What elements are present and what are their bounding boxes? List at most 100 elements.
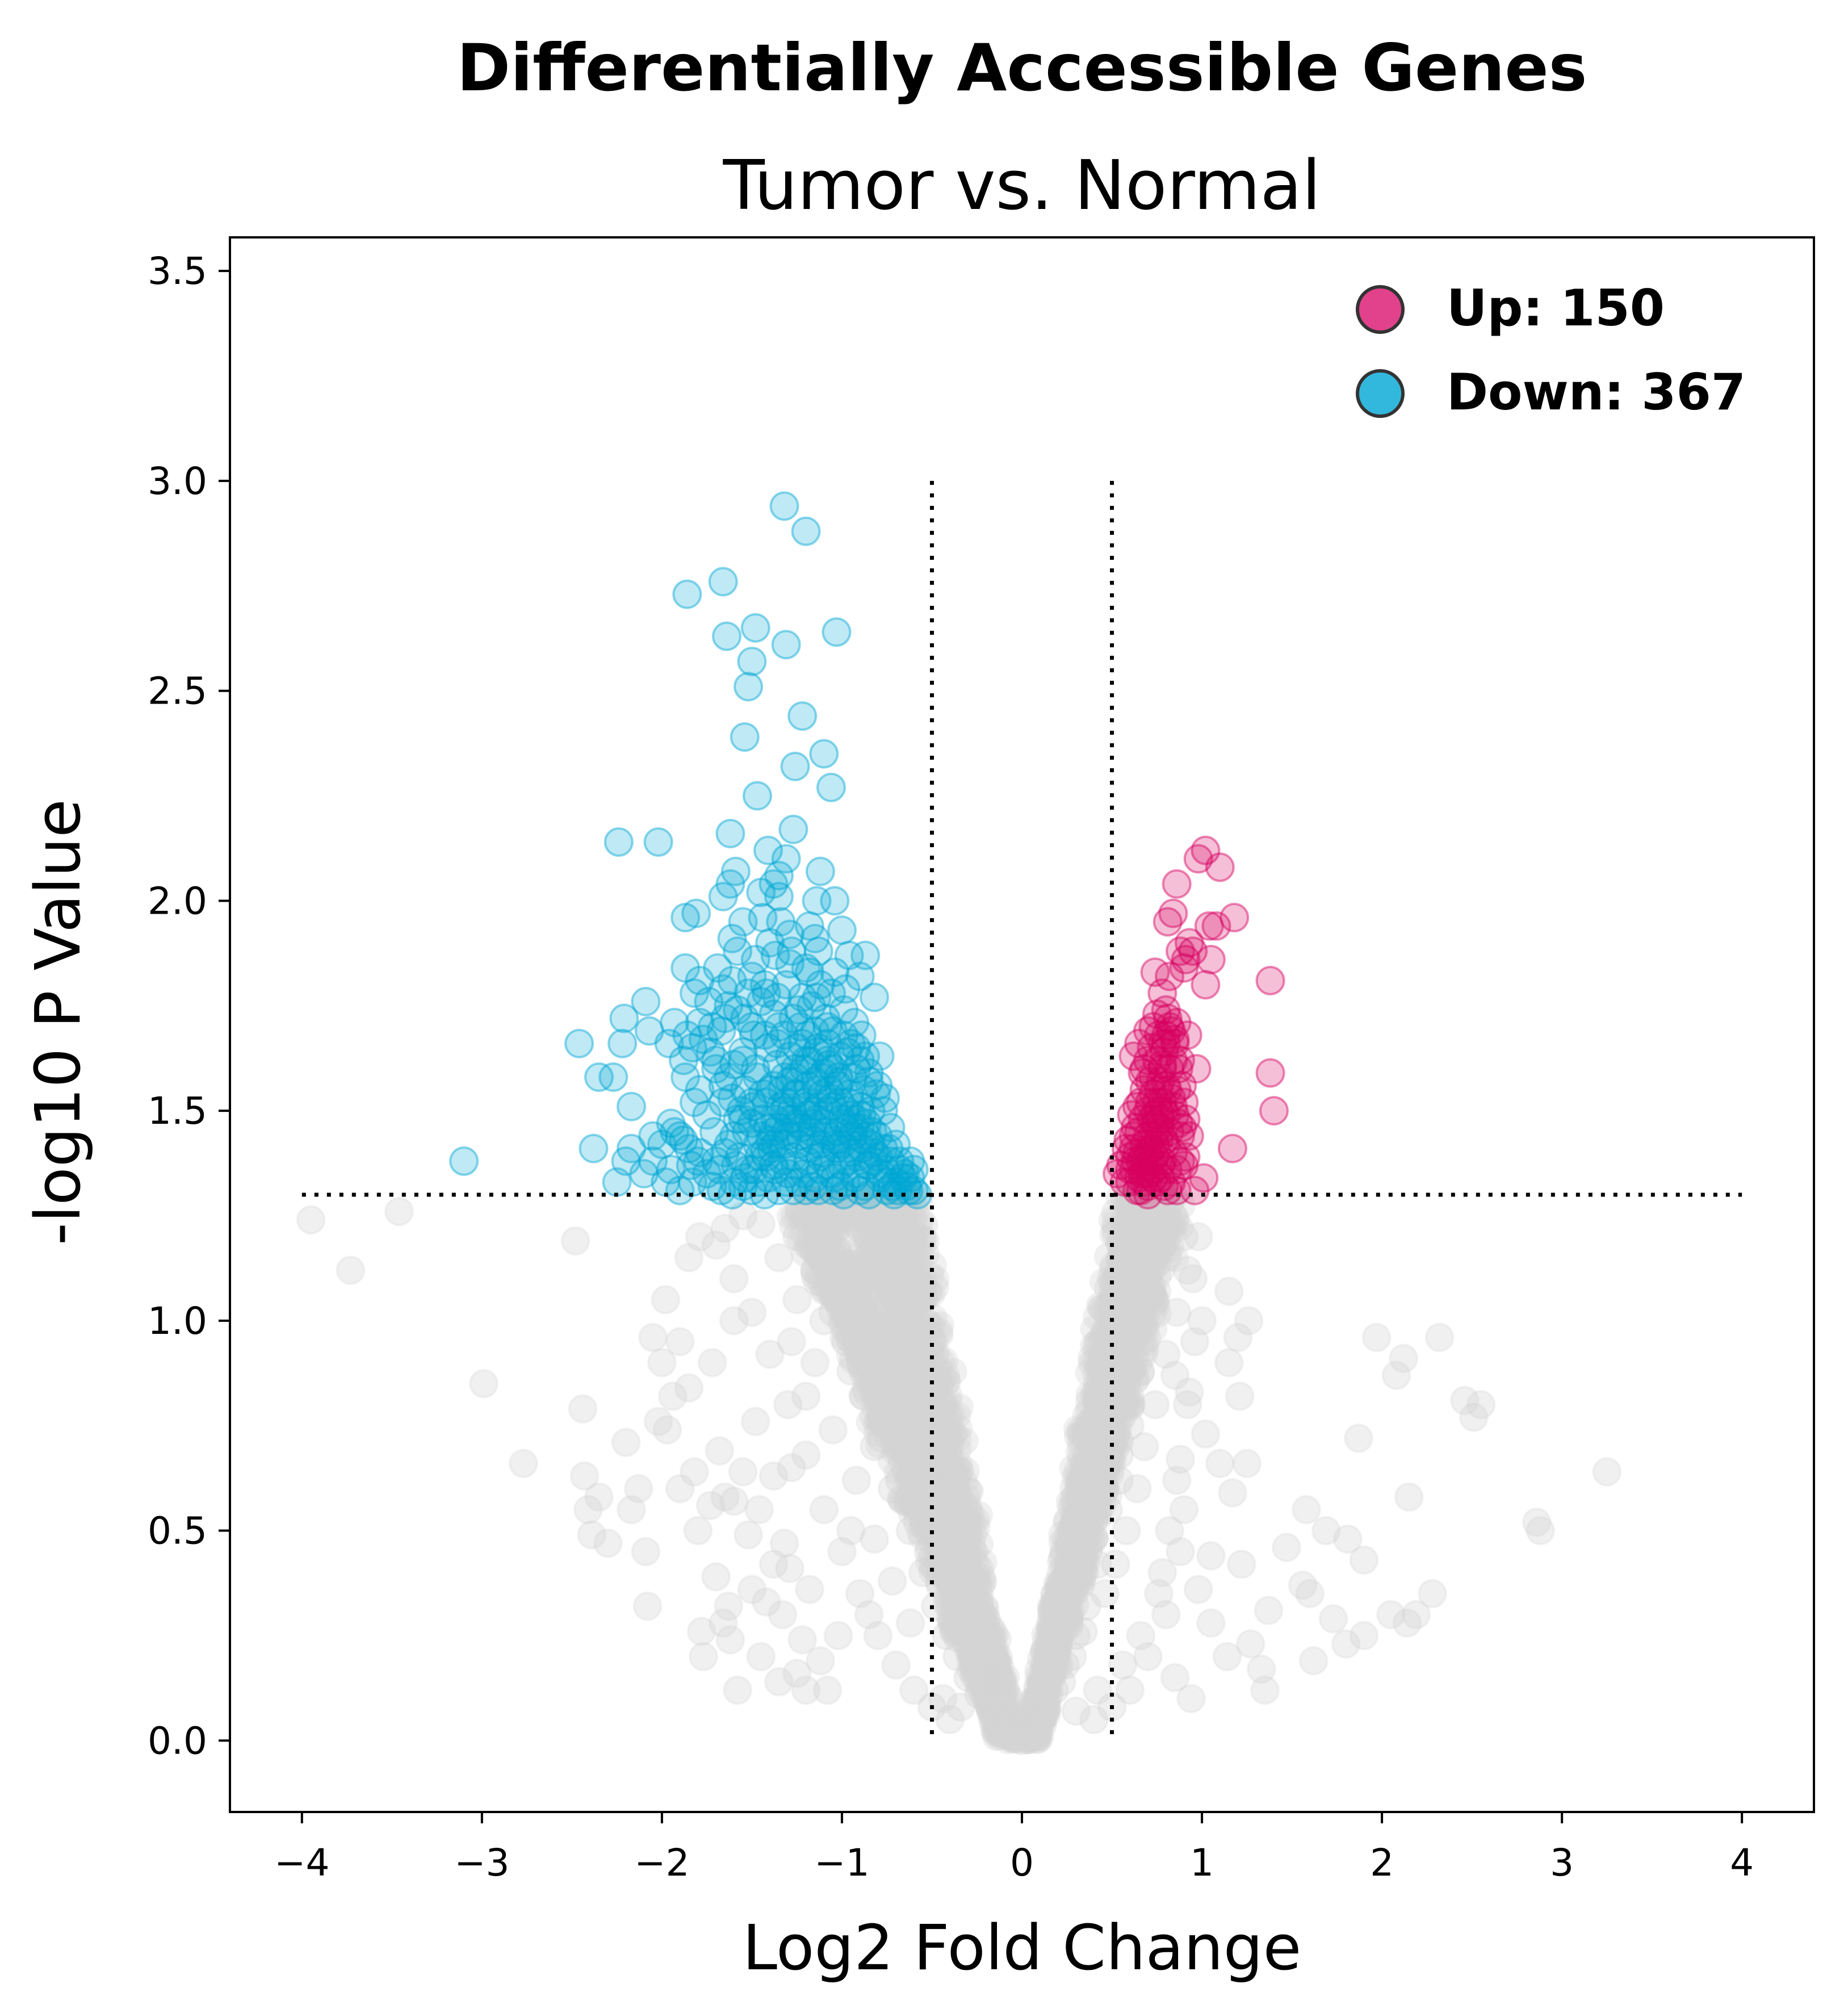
ns-point-cloud	[1083, 1329, 1111, 1357]
ns-point-cloud	[989, 1690, 1017, 1718]
ns-point-cloud	[868, 1346, 895, 1374]
ns-point-cloud	[936, 1531, 964, 1559]
up-point	[1196, 944, 1226, 974]
ns-point-cloud	[915, 1368, 942, 1396]
ns-point-cloud	[1058, 1546, 1086, 1574]
x-axis-label: Log2 Fold Change	[743, 1911, 1302, 1984]
ns-point	[623, 1474, 653, 1504]
ns-point-cloud	[968, 1658, 996, 1686]
ns-point-cloud	[872, 1327, 900, 1355]
ns-point-cloud	[1037, 1593, 1065, 1621]
ns-point-cloud	[1101, 1210, 1129, 1237]
ns-point	[1349, 1545, 1379, 1575]
ns-point-cloud	[1130, 1340, 1158, 1368]
ns-point-cloud	[918, 1312, 946, 1340]
ns-point-cloud	[926, 1321, 954, 1349]
ns-point-cloud	[947, 1505, 975, 1533]
ns-point-cloud	[1101, 1394, 1129, 1422]
ns-point-cloud	[879, 1404, 907, 1432]
ns-point-cloud	[904, 1266, 932, 1294]
ns-point-cloud	[1162, 1205, 1190, 1233]
ns-point-cloud	[946, 1457, 974, 1485]
ns-point-cloud	[932, 1564, 960, 1592]
ns-point-cloud	[1027, 1710, 1055, 1738]
ns-point-cloud	[945, 1514, 973, 1542]
ns-point-cloud	[919, 1489, 947, 1517]
ns-point-cloud	[1123, 1215, 1151, 1243]
ns-point-cloud	[980, 1680, 1008, 1708]
ns-point-cloud	[832, 1303, 860, 1331]
ns-point-cloud	[963, 1614, 991, 1642]
ns-point-cloud	[970, 1613, 998, 1640]
ns-point-cloud	[974, 1663, 1002, 1691]
ns-point-cloud	[1065, 1552, 1092, 1580]
ns-point-cloud	[882, 1434, 910, 1462]
ns-point-cloud	[1028, 1681, 1056, 1709]
ns-point-cloud	[1145, 1226, 1172, 1254]
ns-point-cloud	[1083, 1380, 1111, 1408]
ns-point-cloud	[1062, 1579, 1089, 1606]
ns-point-cloud	[1025, 1702, 1053, 1730]
ns-point-cloud	[833, 1261, 861, 1289]
ns-point-cloud	[1071, 1480, 1099, 1508]
ns-point-cloud	[1092, 1343, 1120, 1371]
ns-point-cloud	[968, 1677, 996, 1705]
ns-point-cloud	[983, 1690, 1011, 1718]
ns-point-cloud	[931, 1455, 959, 1483]
ns-point	[899, 1675, 929, 1705]
ns-point-cloud	[941, 1529, 969, 1557]
ns-point-cloud	[921, 1477, 949, 1505]
ns-point	[632, 1591, 663, 1621]
ns-point-cloud	[1141, 1227, 1169, 1255]
ns-point-cloud	[891, 1316, 919, 1344]
ns-point-cloud	[1108, 1350, 1135, 1378]
down-point	[809, 739, 839, 769]
ns-point-cloud	[899, 1324, 927, 1351]
ns-point-cloud	[1065, 1508, 1092, 1535]
ns-point-cloud	[978, 1676, 1006, 1704]
ns-point-cloud	[933, 1367, 961, 1395]
ns-point-cloud	[939, 1551, 967, 1579]
ns-point-cloud	[974, 1606, 1001, 1634]
ns-point-cloud	[1095, 1397, 1122, 1425]
ns-point-cloud	[1055, 1576, 1083, 1604]
ns-point-cloud	[830, 1252, 858, 1280]
ns-point-cloud	[839, 1346, 866, 1374]
ns-point	[1061, 1696, 1091, 1726]
ns-point-cloud	[1089, 1268, 1117, 1296]
down-point	[579, 1133, 609, 1164]
ns-point-cloud	[1029, 1693, 1057, 1721]
ns-point-cloud	[895, 1298, 923, 1325]
ns-point	[877, 1566, 907, 1596]
ns-point-cloud	[895, 1215, 923, 1243]
ns-point-cloud	[963, 1593, 991, 1621]
ns-point-cloud	[1046, 1615, 1074, 1643]
ns-point-cloud	[903, 1244, 931, 1271]
ns-point	[874, 1368, 904, 1399]
ns-point-cloud	[927, 1457, 954, 1485]
ns-point-cloud	[1066, 1466, 1093, 1494]
ns-point	[852, 1221, 882, 1252]
ns-point-cloud	[905, 1447, 933, 1475]
ns-point-cloud	[812, 1195, 840, 1223]
ns-point-cloud	[1136, 1251, 1164, 1279]
ns-point-cloud	[1083, 1303, 1111, 1331]
ns-point-cloud	[895, 1464, 923, 1492]
ns-point-cloud	[942, 1600, 970, 1628]
ns-point-cloud	[891, 1375, 919, 1403]
up-point	[1220, 902, 1250, 932]
ns-point-cloud	[1114, 1320, 1142, 1348]
ns-point-cloud	[956, 1597, 983, 1625]
ns-point	[296, 1205, 326, 1235]
ns-point-cloud	[960, 1600, 988, 1628]
ns-point-cloud	[934, 1498, 962, 1526]
ns-point-cloud	[1080, 1475, 1108, 1503]
ns-point-cloud	[935, 1547, 962, 1575]
ns-point	[1100, 1549, 1130, 1579]
ns-point-cloud	[908, 1481, 936, 1509]
ns-point-cloud	[849, 1359, 877, 1387]
ns-point-cloud	[1039, 1633, 1067, 1661]
ns-point-cloud	[1141, 1223, 1169, 1250]
ns-point-cloud	[1099, 1412, 1127, 1439]
ns-point-cloud	[1077, 1491, 1105, 1519]
